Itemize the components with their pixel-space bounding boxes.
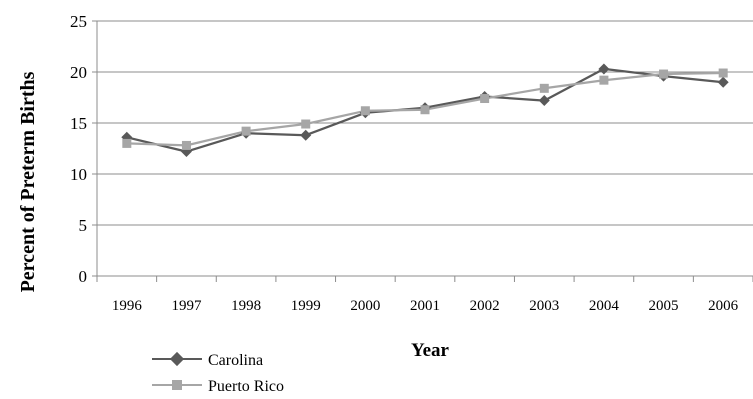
x-tick-label-1996: 1996 — [112, 298, 143, 314]
legend-item-puerto-rico: Puerto Rico — [152, 378, 284, 395]
point-puerto-rico-2006 — [718, 68, 728, 78]
point-puerto-rico-2000 — [360, 106, 370, 116]
x-tick-label-2000: 2000 — [350, 298, 380, 314]
legend-label-puerto-rico: Puerto Rico — [208, 378, 284, 395]
y-tick-label-20: 20 — [70, 63, 87, 82]
point-puerto-rico-2002 — [480, 94, 490, 104]
x-tick-label-2004: 2004 — [589, 298, 620, 314]
y-tick-label-10: 10 — [70, 165, 87, 184]
point-puerto-rico-1996 — [122, 138, 132, 148]
point-puerto-rico-1998 — [241, 126, 251, 136]
x-tick-label-2005: 2005 — [649, 298, 679, 314]
x-tick-labels: 1996 1997 1998 1999 2000 2001 2002 2003 2004 2005… — [112, 298, 739, 314]
point-puerto-rico-2003 — [539, 83, 549, 93]
legend-label-carolina: Carolina — [208, 352, 263, 369]
point-puerto-rico-2004 — [599, 75, 609, 85]
y-axis-label: Percent of Preterm Births — [17, 71, 39, 292]
point-puerto-rico-1997 — [181, 140, 191, 150]
x-tick-label-2001: 2001 — [410, 298, 440, 314]
point-puerto-rico-1999 — [301, 119, 311, 129]
x-tick-label-2003: 2003 — [529, 298, 559, 314]
point-carolina-1999 — [300, 129, 312, 141]
series-markers — [121, 63, 729, 158]
y-tick-label-5: 5 — [79, 216, 88, 235]
x-tick-label-2002: 2002 — [470, 298, 500, 314]
legend: Carolina Puerto Rico — [152, 351, 284, 395]
y-tick-labels: 0 5 10 15 20 25 — [70, 12, 87, 286]
legend-marker-carolina — [169, 351, 185, 367]
x-tick-label-1999: 1999 — [291, 298, 321, 314]
legend-marker-puerto-rico — [172, 380, 182, 390]
y-tick-label-25: 25 — [70, 12, 87, 31]
point-puerto-rico-2001 — [420, 105, 430, 115]
legend-item-carolina: Carolina — [152, 351, 263, 369]
point-carolina-2006 — [717, 76, 729, 88]
point-carolina-2004 — [598, 63, 610, 75]
y-tick-label-15: 15 — [70, 114, 87, 133]
point-carolina-2003 — [538, 95, 550, 107]
x-tick-label-2006: 2006 — [708, 298, 739, 314]
x-tick-label-1998: 1998 — [231, 298, 261, 314]
y-tick-label-0: 0 — [79, 267, 88, 286]
point-puerto-rico-2005 — [659, 69, 669, 79]
x-axis-label: Year — [411, 340, 450, 361]
axes — [92, 20, 753, 282]
gridlines — [97, 20, 753, 226]
x-tick-label-1997: 1997 — [171, 298, 202, 314]
